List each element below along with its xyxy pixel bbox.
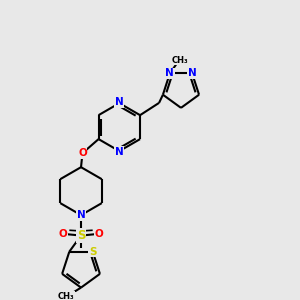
Text: N: N <box>115 147 124 157</box>
Text: N: N <box>165 68 174 79</box>
Text: N: N <box>188 68 197 79</box>
Text: CH₃: CH₃ <box>58 292 74 300</box>
Text: N: N <box>76 210 85 220</box>
Text: S: S <box>89 247 97 256</box>
Text: O: O <box>95 229 103 239</box>
Text: N: N <box>115 97 124 107</box>
Text: CH₃: CH₃ <box>172 56 189 64</box>
Text: S: S <box>77 229 85 242</box>
Text: O: O <box>58 229 67 239</box>
Text: O: O <box>78 148 87 158</box>
